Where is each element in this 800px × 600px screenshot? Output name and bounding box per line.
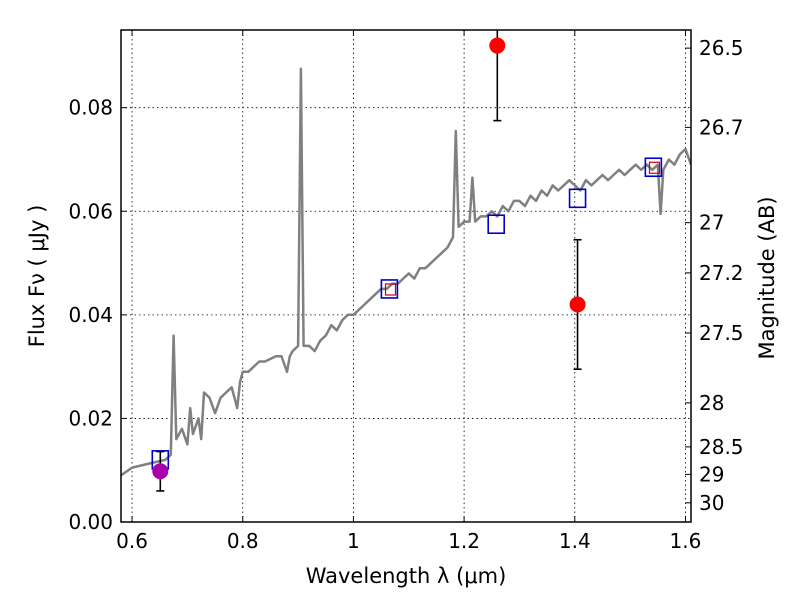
plot-area [121, 30, 691, 492]
right-tick-label: 30 [699, 491, 724, 515]
y-axis-left: 0.00 0.02 0.04 0.06 0.08 [68, 96, 127, 534]
x-tick-label: 0.8 [227, 529, 259, 553]
x-axis-label: Wavelength λ (μm) [306, 564, 507, 588]
right-tick-label: 29 [699, 462, 724, 486]
right-tick-label: 28.5 [699, 435, 744, 459]
right-tick-label: 28 [699, 391, 724, 415]
photometry-point [489, 37, 506, 54]
right-tick-label: 26.5 [699, 36, 744, 60]
right-tick-label: 27.2 [699, 261, 744, 285]
y-axis-right: 26.5 26.7 27 27.2 27.5 28 28.5 29 30 [685, 36, 744, 515]
model-band-square [568, 188, 587, 209]
y-axis-label-right: Magnitude (AB) [755, 196, 779, 359]
x-tick-label: 0.6 [116, 529, 148, 553]
y-tick-label: 0.06 [68, 199, 113, 223]
model-band-square-small [384, 283, 397, 296]
y-tick-label: 0.00 [68, 510, 113, 534]
model-band-square [644, 157, 663, 178]
spectrum-line [121, 67, 691, 477]
x-axis: 0.6 0.8 1 1.2 1.4 1.6 [116, 30, 701, 553]
model-band-square [380, 279, 399, 299]
y-tick-label: 0.04 [68, 303, 113, 327]
x-tick-label: 1.2 [448, 529, 480, 553]
photometry-point [152, 463, 169, 480]
axes-frame [120, 29, 692, 523]
photometry-point [569, 296, 586, 313]
y-tick-label: 0.02 [68, 406, 113, 430]
right-tick-label: 26.7 [699, 115, 744, 139]
right-tick-label: 27 [699, 211, 724, 235]
model-band-square [487, 214, 506, 235]
x-tick-label: 1.6 [670, 529, 702, 553]
model-band-square-small [648, 161, 661, 174]
x-tick-label: 1.4 [559, 529, 591, 553]
series-layer [121, 30, 691, 492]
x-tick-label: 1 [347, 529, 360, 553]
right-tick-label: 27.5 [699, 321, 744, 345]
y-axis-label: Flux Fν ( μJy ) [25, 205, 49, 348]
y-tick-label: 0.08 [68, 96, 113, 120]
